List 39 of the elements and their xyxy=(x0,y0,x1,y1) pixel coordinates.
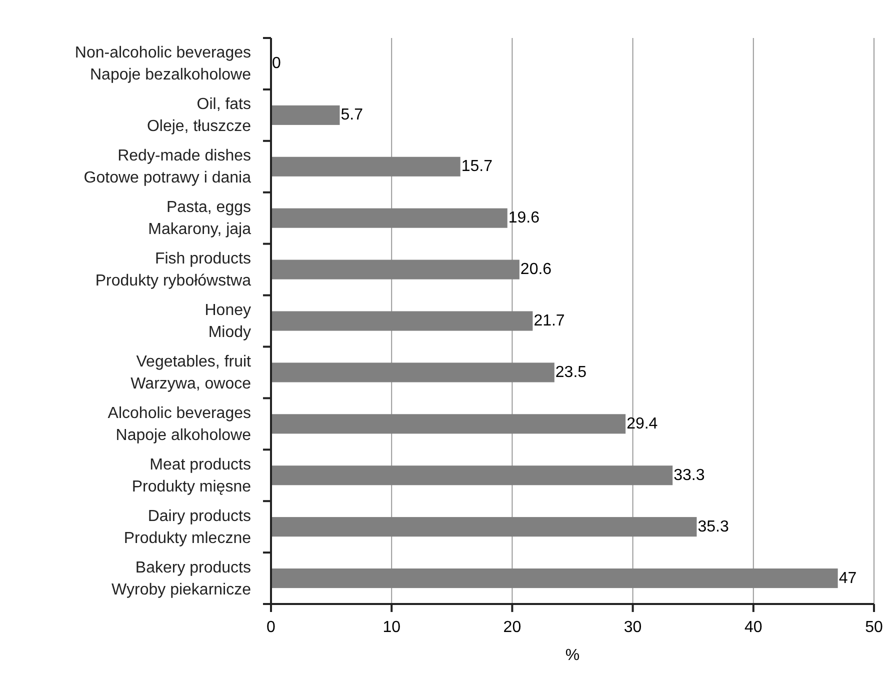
bar xyxy=(271,362,554,382)
data-label: 15.7 xyxy=(461,158,493,176)
y-tick-label: Pasta, eggs Makarony, jaja xyxy=(148,198,252,238)
bar xyxy=(271,156,460,176)
y-tick-label: Redy-made dishes Gotowe potrawy i dania xyxy=(84,147,252,186)
bar xyxy=(271,260,520,280)
bar xyxy=(271,517,697,537)
y-tick-label: Alcoholic beverages Napoje alkoholowe xyxy=(108,404,252,444)
y-tick-label: Non-alcoholic beverages Napoje bezalkoholowe xyxy=(74,44,252,84)
data-label: 33.3 xyxy=(674,466,705,484)
data-label: 35.3 xyxy=(698,518,729,536)
y-tick-label: Meat products Produkty mięsne xyxy=(132,456,252,495)
data-label: 5.7 xyxy=(340,106,364,124)
x-tick-label: 30 xyxy=(624,619,642,636)
bar xyxy=(271,311,533,331)
data-label: 29.4 xyxy=(626,415,658,432)
bar xyxy=(271,568,838,588)
y-tick-label: Honey Miody xyxy=(204,302,251,340)
data-label: 19.6 xyxy=(508,210,540,227)
bar xyxy=(271,208,508,228)
y-tick-label: Dairy products Produkty mleczne xyxy=(124,507,252,546)
x-tick-label: 50 xyxy=(865,619,883,636)
y-tick-label: Vegetables, fruit Warzywa, owoce xyxy=(130,352,252,392)
y-tick-label: Oil, fats Oleje, tłuszcze xyxy=(146,96,252,135)
data-label: 0 xyxy=(272,55,281,72)
y-tick-label: Bakery products Wyroby piekarnicze xyxy=(112,558,252,598)
x-tick-label: 10 xyxy=(382,619,401,636)
data-label: 23.5 xyxy=(555,364,587,381)
bar xyxy=(271,466,673,486)
x-tick-label: 20 xyxy=(503,619,522,636)
bar xyxy=(271,414,626,434)
data-label: 47 xyxy=(838,570,857,587)
x-axis-title: % xyxy=(565,647,580,664)
y-tick-label: Fish products Produkty rybołówstwa xyxy=(95,250,252,290)
x-tick-label: 0 xyxy=(266,619,276,636)
x-tick-label: 40 xyxy=(744,619,762,636)
bar xyxy=(271,105,340,125)
data-label: 21.7 xyxy=(534,312,565,330)
data-label: 20.6 xyxy=(520,261,552,278)
